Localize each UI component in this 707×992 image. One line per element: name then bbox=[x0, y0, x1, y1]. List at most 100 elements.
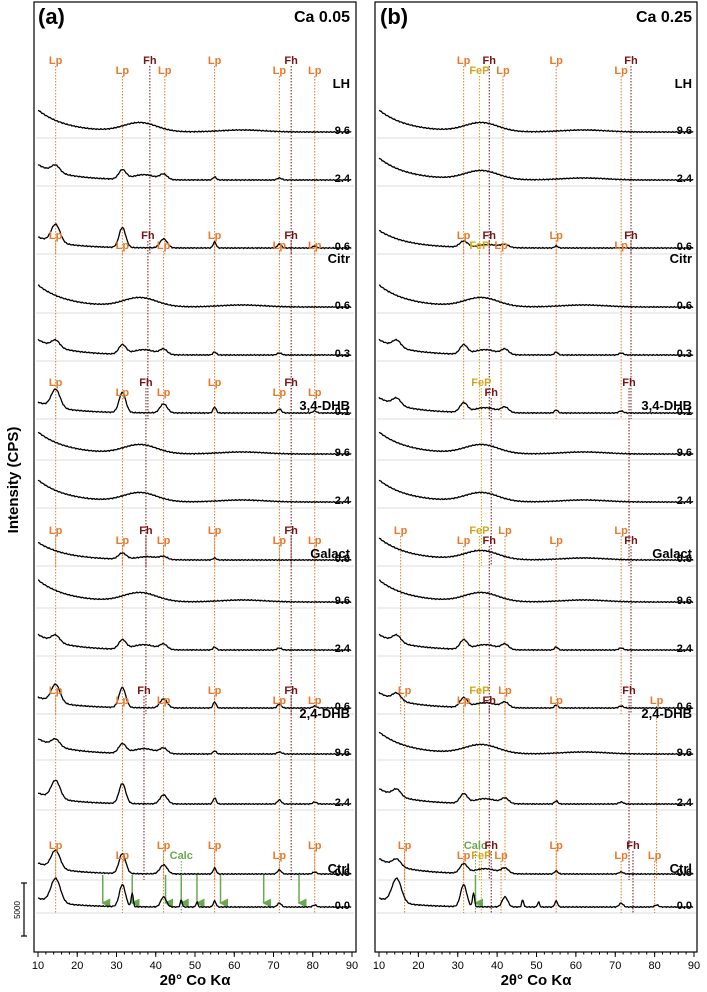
trace-Galact-0.6 bbox=[37, 683, 352, 710]
phase-label: Lp bbox=[398, 840, 412, 852]
concentration-label: 0.6 bbox=[335, 553, 350, 565]
x-tick-label: 90 bbox=[688, 960, 700, 972]
panel-b-labels: 9.62.40.6LHLpFePFhLpLpLpFh0.60.30.1CitrL… bbox=[394, 55, 693, 912]
x-tick-label: 10 bbox=[32, 960, 44, 972]
trace-Citr-0.6 bbox=[378, 284, 694, 309]
trace-Citr-0.1 bbox=[37, 388, 352, 415]
phase-label: Fh bbox=[624, 230, 638, 242]
phase-label: Lp bbox=[308, 840, 322, 852]
phase-label: Lp bbox=[498, 525, 512, 537]
phase-label: Lp bbox=[457, 230, 471, 242]
trace-Galact-2.4 bbox=[37, 633, 352, 652]
phase-label: FeP bbox=[469, 65, 489, 77]
trace-Ctrl-0.0 bbox=[378, 877, 694, 909]
trace-LH-9.6 bbox=[37, 109, 352, 134]
phase-label: Lp bbox=[398, 685, 412, 697]
x-tick-label: 20 bbox=[412, 960, 424, 972]
panel-a-frame bbox=[33, 1, 357, 953]
trace-2,4-DHB-2.4 bbox=[38, 779, 352, 806]
concentration-label: 0.3 bbox=[677, 348, 692, 360]
concentration-label: 0.6 bbox=[335, 241, 350, 253]
phase-label: FeP bbox=[469, 240, 489, 252]
concentration-label: 9.6 bbox=[335, 747, 350, 759]
phase-label: Lp bbox=[49, 840, 63, 852]
sample-name: Ctrl bbox=[328, 861, 350, 876]
phase-label: Lp bbox=[498, 685, 512, 697]
panel-a-traces bbox=[37, 109, 352, 909]
sample-name: 3,4-DHB bbox=[299, 398, 350, 413]
trace-3,4-DHB-9.6 bbox=[37, 431, 352, 456]
trace-Galact-9.6 bbox=[38, 579, 352, 604]
phase-label: Lp bbox=[208, 840, 222, 852]
concentration-label: 0.1 bbox=[677, 406, 692, 418]
phase-label: Fh bbox=[284, 230, 298, 242]
phase-label: Fh bbox=[622, 377, 636, 389]
sample-name: Citr bbox=[328, 251, 350, 266]
trace-2,4-DHB-2.4 bbox=[378, 787, 694, 806]
trace-Citr-0.3 bbox=[378, 338, 694, 357]
panel-b: 9.62.40.6LHLpFePFhLpLpLpFh0.60.30.1CitrL… bbox=[373, 1, 700, 989]
phase-label: Lp bbox=[496, 65, 510, 77]
phase-label: FeP bbox=[471, 377, 491, 389]
phase-label: Fh bbox=[484, 387, 498, 399]
phase-label: Fh bbox=[139, 525, 153, 537]
concentration-label: 2.4 bbox=[677, 495, 693, 507]
trace-3,4-DHB-0.6 bbox=[378, 537, 694, 562]
concentration-label: 0.1 bbox=[335, 406, 350, 418]
phase-label: FeP bbox=[469, 525, 489, 537]
panel-b-phase-markers bbox=[400, 66, 658, 913]
phase-label: Fh bbox=[139, 377, 153, 389]
concentration-label: 0.6 bbox=[677, 300, 692, 312]
panel-a-x-axis-label: 2θ° Co Kα bbox=[160, 972, 232, 989]
phase-label: Lp bbox=[157, 840, 171, 852]
trace-Citr-0.3 bbox=[37, 338, 352, 357]
trace-2,4-DHB-9.6 bbox=[378, 731, 694, 756]
concentration-label: 9.6 bbox=[335, 125, 350, 137]
phase-label: Lp bbox=[614, 525, 628, 537]
phase-label: Lp bbox=[208, 685, 222, 697]
trace-Galact-0.6 bbox=[378, 691, 694, 710]
phase-label: Lp bbox=[457, 850, 471, 862]
scale-bar-label: 5000 bbox=[13, 901, 22, 919]
phase-label: Fh bbox=[284, 685, 298, 697]
phase-label: Lp bbox=[208, 525, 222, 537]
x-tick-label: 70 bbox=[267, 960, 279, 972]
phase-label: Lp bbox=[273, 535, 287, 547]
trace-LH-0.6 bbox=[378, 229, 694, 250]
trace-LH-2.4 bbox=[378, 157, 694, 182]
phase-label: Lp bbox=[157, 695, 171, 707]
concentration-label: 9.6 bbox=[335, 447, 350, 459]
phase-label: Lp bbox=[116, 240, 130, 252]
x-tick-label: 60 bbox=[570, 960, 582, 972]
phase-label: Lp bbox=[116, 65, 130, 77]
trace-LH-9.6 bbox=[378, 109, 694, 134]
sample-name: LH bbox=[333, 76, 350, 91]
panel-a-gridlines bbox=[36, 137, 354, 914]
concentration-label: 2.4 bbox=[335, 495, 351, 507]
sample-name: Galact bbox=[310, 546, 350, 561]
x-tick-label: 80 bbox=[649, 960, 661, 972]
concentration-label: 0.6 bbox=[677, 701, 692, 713]
phase-label: Calc bbox=[464, 840, 487, 852]
phase-label: Lp bbox=[273, 387, 287, 399]
panel-a-title: Ca 0.05 bbox=[294, 9, 350, 26]
trace-3,4-DHB-0.6 bbox=[37, 541, 352, 562]
x-tick-label: 40 bbox=[491, 960, 503, 972]
panel-a-phase-markers bbox=[55, 66, 316, 913]
phase-label: Lp bbox=[49, 525, 63, 537]
x-tick-label: 50 bbox=[189, 960, 201, 972]
phase-label: Lp bbox=[116, 850, 130, 862]
sample-name: Galact bbox=[652, 546, 692, 561]
phase-label: Fh bbox=[483, 535, 497, 547]
phase-label: Lp bbox=[49, 377, 63, 389]
concentration-label: 9.6 bbox=[335, 595, 350, 607]
concentration-label: 9.6 bbox=[677, 747, 692, 759]
panel-a-label: (a) bbox=[38, 4, 65, 29]
phase-label: Fh bbox=[137, 685, 151, 697]
phase-label: Lp bbox=[549, 55, 563, 67]
panel-b-gridlines bbox=[377, 137, 696, 914]
phase-label: Lp bbox=[650, 695, 664, 707]
phase-label: Lp bbox=[49, 685, 63, 697]
concentration-label: 0.6 bbox=[335, 701, 350, 713]
